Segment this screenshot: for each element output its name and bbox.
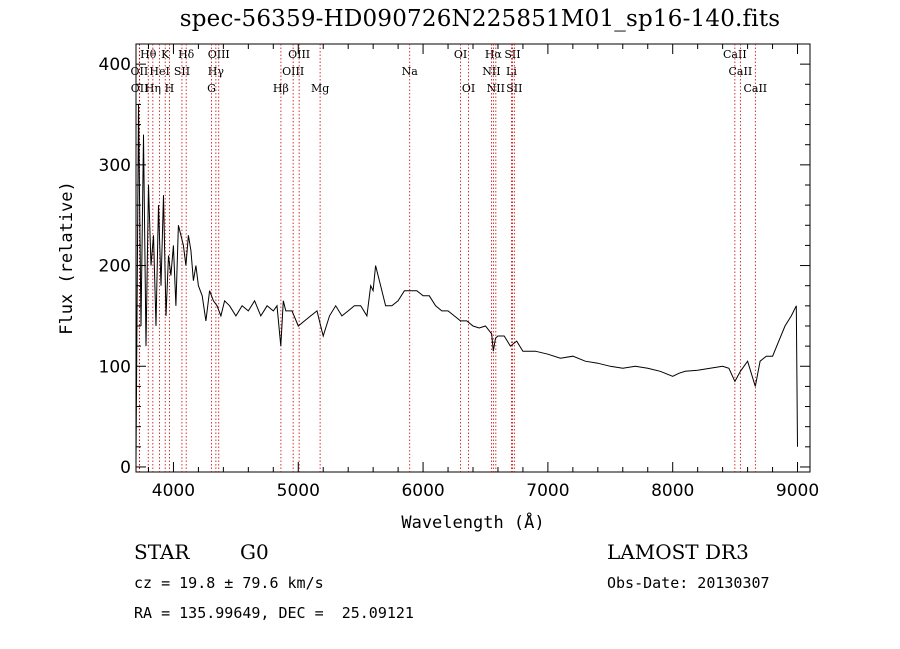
line-marker-label: CaII bbox=[723, 48, 747, 61]
line-marker-label: Mg bbox=[311, 82, 329, 95]
line-marker-label: Hα bbox=[485, 48, 503, 61]
line-marker-label: SII bbox=[174, 65, 190, 78]
line-marker-label: NII bbox=[487, 82, 505, 95]
x-tick-label: 8000 bbox=[651, 481, 694, 501]
x-axis-label: Wavelength (Å) bbox=[401, 511, 544, 533]
line-marker-label: G bbox=[207, 82, 216, 95]
line-marker-label: SII bbox=[506, 82, 522, 95]
line-marker-label: OIII bbox=[288, 48, 310, 61]
y-tick-label: 400 bbox=[99, 55, 131, 75]
line-marker-label: Hγ bbox=[208, 65, 225, 78]
line-marker-label: HeI bbox=[149, 65, 169, 78]
survey-label: LAMOST DR3 bbox=[607, 540, 749, 564]
object-subclass: G0 bbox=[240, 540, 269, 564]
y-axis-label: Flux (relative) bbox=[57, 181, 77, 335]
x-tick-label: 9000 bbox=[776, 481, 819, 501]
line-marker-label: Hθ bbox=[140, 48, 157, 61]
line-marker-label: H bbox=[165, 82, 175, 95]
coordinates-text: RA = 135.99649, DEC = 25.09121 bbox=[134, 604, 414, 622]
obs-date-text: Obs-Date: 20130307 bbox=[607, 574, 770, 592]
y-tick-label: 0 bbox=[120, 458, 131, 478]
line-marker-label: OIII bbox=[208, 48, 230, 61]
spectrum-line bbox=[135, 104, 798, 462]
y-tick-label: 100 bbox=[99, 357, 131, 377]
line-marker-label: OII bbox=[131, 82, 149, 95]
plot-frame bbox=[135, 43, 811, 473]
line-marker-label: K bbox=[161, 48, 170, 61]
line-marker-label: NII bbox=[482, 65, 500, 78]
x-tick-label: 4000 bbox=[152, 481, 195, 501]
line-marker-label: CaII bbox=[729, 65, 753, 78]
line-marker-label: Na bbox=[402, 65, 419, 78]
line-marker-label: OIII bbox=[282, 65, 304, 78]
object-class: STAR bbox=[134, 540, 190, 564]
redshift-text: cz = 19.8 ± 79.6 km/s bbox=[134, 574, 324, 592]
y-tick-label: 200 bbox=[99, 257, 131, 277]
line-marker-label: Li bbox=[506, 65, 517, 78]
line-marker-label: CaII bbox=[743, 82, 767, 95]
line-marker-label: OI bbox=[462, 82, 475, 95]
line-marker-label: Hδ bbox=[178, 48, 195, 61]
line-marker-label: Hη bbox=[145, 82, 161, 95]
line-marker-label: OI bbox=[454, 48, 467, 61]
chart-title: spec-56359-HD090726N225851M01_sp16-140.f… bbox=[179, 6, 781, 32]
y-tick-label: 300 bbox=[99, 156, 131, 176]
line-marker-label: OII bbox=[131, 65, 149, 78]
line-marker-label: Hβ bbox=[273, 82, 289, 95]
x-tick-label: 6000 bbox=[401, 481, 444, 501]
x-tick-label: 5000 bbox=[277, 481, 320, 501]
x-tick-label: 7000 bbox=[526, 481, 569, 501]
line-marker-label: SII bbox=[504, 48, 520, 61]
